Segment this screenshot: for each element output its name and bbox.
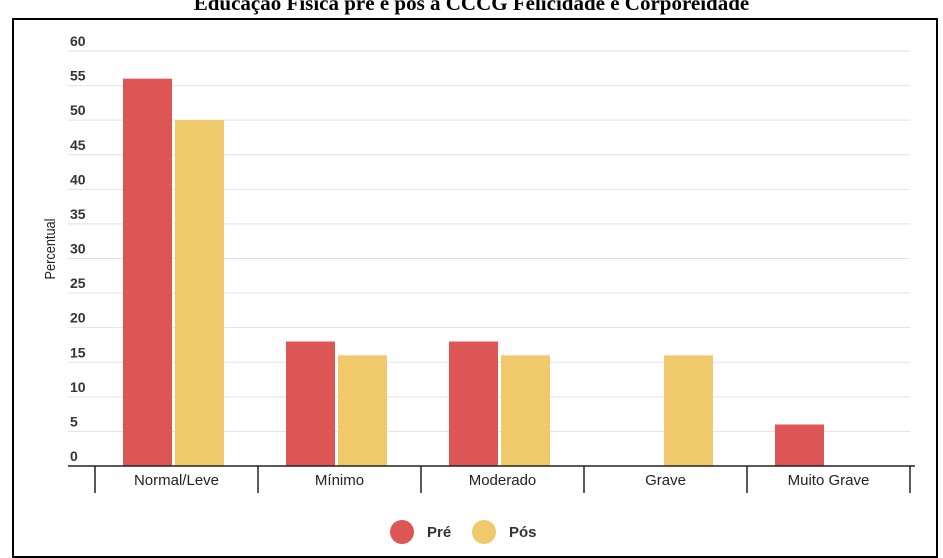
legend-marker-pre xyxy=(390,520,414,544)
y-tick-label: 15 xyxy=(70,344,86,360)
x-tick-label: Muito Grave xyxy=(788,472,870,489)
y-tick-label: 5 xyxy=(70,413,78,429)
x-tick-label: Moderado xyxy=(469,472,537,489)
y-tick-label: 40 xyxy=(70,171,86,187)
legend: Pré Pós xyxy=(390,520,537,544)
bars xyxy=(123,78,824,467)
y-tick-label: 0 xyxy=(70,448,78,464)
y-tick-label: 45 xyxy=(70,137,86,153)
legend-label: Pós xyxy=(509,524,537,541)
y-axis-label: Percentual xyxy=(41,219,58,280)
y-tick-label: 50 xyxy=(70,102,86,118)
x-tick-label: Normal/Leve xyxy=(134,472,219,489)
legend-label: Pré xyxy=(427,524,451,541)
bar-pos xyxy=(175,120,224,467)
bar-pre xyxy=(286,341,335,466)
y-tick-label: 10 xyxy=(70,379,86,395)
x-tick-label: Mínimo xyxy=(315,472,364,489)
y-tick-label: 55 xyxy=(70,68,86,84)
y-tick-label: 30 xyxy=(70,241,86,257)
bar-pre xyxy=(449,341,498,466)
bar-pre xyxy=(775,424,824,466)
bar-pos xyxy=(338,355,387,466)
bar-pre xyxy=(123,78,172,467)
x-axis: Normal/Leve Mínimo Moderado Grave Muito Grav… xyxy=(68,465,915,493)
chart-title: Educação Física pré e pós a CCCG Felicid… xyxy=(193,0,750,15)
bar-pos xyxy=(501,355,550,466)
y-tick-label: 25 xyxy=(70,275,86,291)
x-tick-label: Grave xyxy=(645,472,686,489)
legend-marker-pos xyxy=(472,520,496,544)
y-tick-label: 20 xyxy=(70,310,86,326)
bar-pos xyxy=(664,355,713,466)
y-tick-label: 35 xyxy=(70,206,86,222)
y-tick-label: 60 xyxy=(70,33,86,49)
y-axis-ticks: 0 5 10 15 20 25 30 35 40 45 50 55 60 xyxy=(70,33,86,464)
